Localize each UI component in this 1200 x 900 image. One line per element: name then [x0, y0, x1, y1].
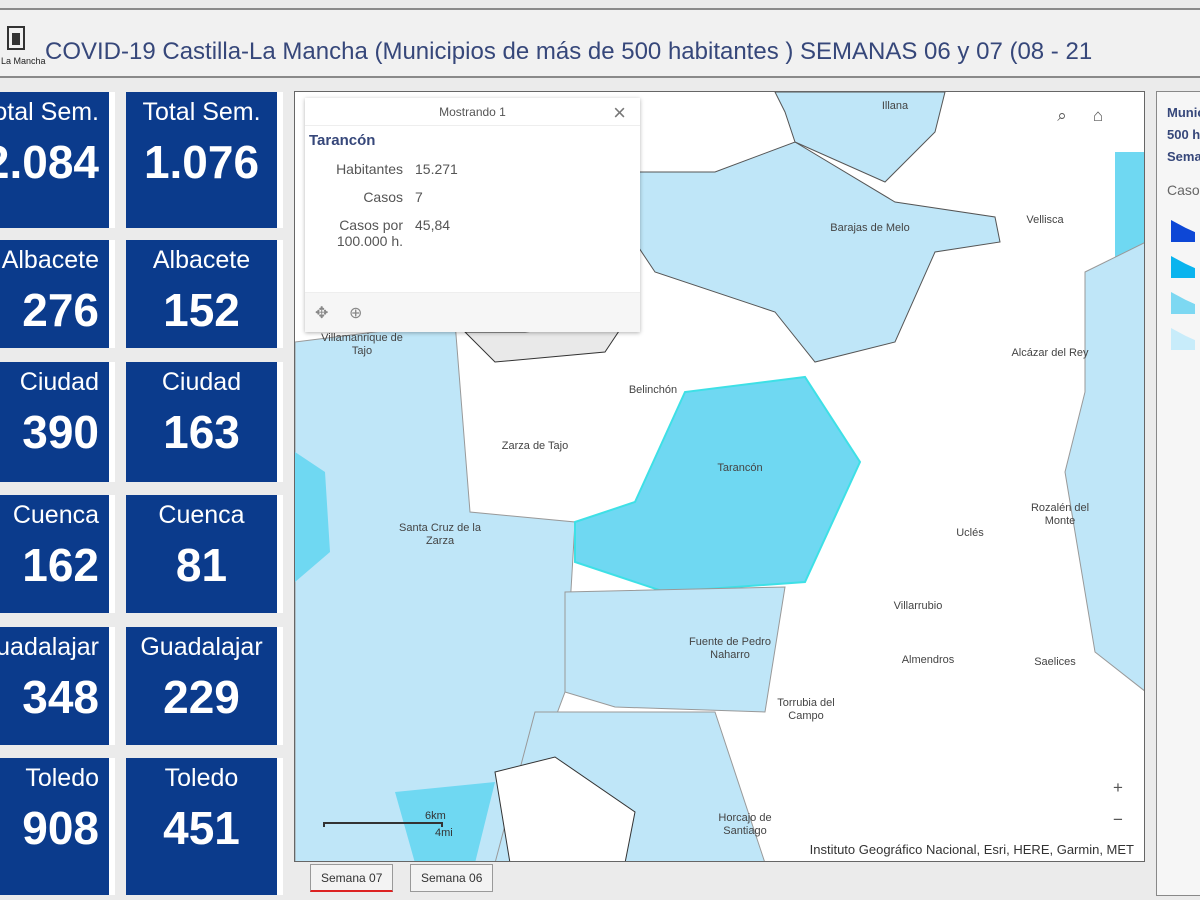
card-label: Cuenca: [12, 501, 99, 529]
popup-footer: ✥ ⊕: [305, 292, 640, 332]
map-polygons: [295, 92, 1144, 861]
card-label: Guadalajar: [0, 633, 99, 661]
card-label: Toledo: [25, 764, 99, 792]
popup-field: Habitantes 15.271: [336, 161, 458, 177]
pan-icon[interactable]: ✥: [315, 305, 329, 322]
card-value: 348: [22, 671, 99, 723]
place-label: Uclés: [956, 527, 984, 539]
place-label: Saelices: [1034, 656, 1076, 668]
stat-card: Cuenca 81: [126, 495, 283, 613]
place-label: Belinchón: [628, 384, 678, 396]
card-label: Toledo: [164, 764, 239, 792]
card-value: 451: [163, 802, 240, 854]
legend-swatch: [1171, 256, 1195, 278]
place-label: Santa Cruz de la Zarza: [399, 522, 481, 547]
stat-card: Toledo 451: [126, 758, 283, 895]
tab-semana-07[interactable]: Semana 07: [310, 864, 394, 892]
card-label: Ciudad: [19, 368, 99, 396]
place-label: Fuente de Pedro Naharro: [689, 636, 771, 661]
card-label: Guadalajar: [140, 633, 263, 661]
place-label: Villarrubio: [893, 600, 943, 612]
card-label: Albacete: [1, 246, 99, 274]
card-value: 390: [22, 406, 99, 458]
place-label: Illana: [881, 100, 909, 112]
card-label: Total Sem.: [0, 98, 99, 126]
card-value: 81: [175, 539, 228, 591]
card-value: 908: [22, 802, 99, 854]
place-label: Torrubia del Campo: [777, 697, 835, 722]
scale-bar: 6km 4mi: [323, 810, 453, 839]
stat-card: Cuenca 162: [0, 495, 115, 613]
card-value: 162: [22, 539, 99, 591]
card-value: 152: [163, 284, 240, 336]
card-value: 229: [163, 671, 240, 723]
place-label: Villamanrique de Tajo: [321, 332, 403, 357]
card-label: Albacete: [152, 246, 251, 274]
zoom-out-button[interactable]: −: [1102, 804, 1134, 836]
logo-icon: [7, 26, 25, 50]
card-label: Total Sem.: [142, 98, 261, 126]
stat-card: Albacete 152: [126, 240, 283, 348]
map-attribution: Instituto Geográfico Nacional, Esri, HER…: [809, 842, 1134, 857]
top-border: [0, 8, 1200, 10]
stat-card: Ciudad 163: [126, 362, 283, 482]
card-label: Cuenca: [158, 501, 245, 529]
card-value: 2.084: [0, 136, 99, 188]
popup-header: Mostrando 1: [305, 98, 640, 126]
card-value: 1.076: [143, 136, 260, 188]
popup-field: Casos 7: [363, 189, 423, 205]
legend-cases-label: Casos: [1167, 182, 1200, 198]
card-label: Ciudad: [161, 368, 242, 396]
legend-swatch: [1171, 328, 1195, 350]
popup: Mostrando 1 × Tarancón Habitantes 15.271 C…: [305, 98, 640, 332]
place-label: Vellisca: [1026, 214, 1064, 226]
popup-title: Tarancón: [309, 132, 376, 149]
home-icon[interactable]: ⌂: [1082, 100, 1114, 132]
stat-card: Toledo 908: [0, 758, 115, 895]
stat-card: Total Sem. 2.084: [0, 92, 115, 228]
place-label: Barajas de Melo: [830, 222, 910, 234]
stat-card: Ciudad 390: [0, 362, 115, 482]
close-icon[interactable]: ×: [613, 100, 626, 125]
page-title: COVID-19 Castilla-La Mancha (Municipios …: [45, 38, 1093, 65]
stat-card: Total Sem. 1.076: [126, 92, 283, 228]
card-value: 276: [22, 284, 99, 336]
legend-swatch: [1171, 220, 1195, 242]
place-label: Almendros: [901, 654, 955, 666]
place-label: Alcázar del Rey: [1011, 347, 1089, 359]
stat-card: Albacete 276: [0, 240, 115, 348]
map[interactable]: Illana Barajas de Melo Vellisca Villamanriq…: [294, 91, 1145, 862]
header: La Mancha COVID-19 Castilla-La Mancha (M…: [0, 10, 1200, 78]
place-label: Horcajo de Santiago: [718, 812, 772, 837]
zoom-to-icon[interactable]: ⊕: [349, 305, 363, 322]
stat-card: Guadalajar 348: [0, 627, 115, 745]
place-label: Rozalén del Monte: [1030, 502, 1090, 527]
stat-card: Guadalajar 229: [126, 627, 283, 745]
card-value: 163: [163, 406, 240, 458]
tab-semana-06[interactable]: Semana 06: [410, 864, 494, 892]
search-icon[interactable]: ⌕: [1046, 100, 1078, 132]
place-label: Zarza de Tajo: [501, 440, 569, 452]
legend-swatch: [1171, 292, 1195, 314]
logo-text: La Mancha: [1, 56, 46, 66]
place-label: Tarancón: [717, 462, 763, 474]
zoom-in-button[interactable]: +: [1102, 772, 1134, 804]
popup-field: Casos por 100.000 h. 45,84: [336, 217, 451, 249]
